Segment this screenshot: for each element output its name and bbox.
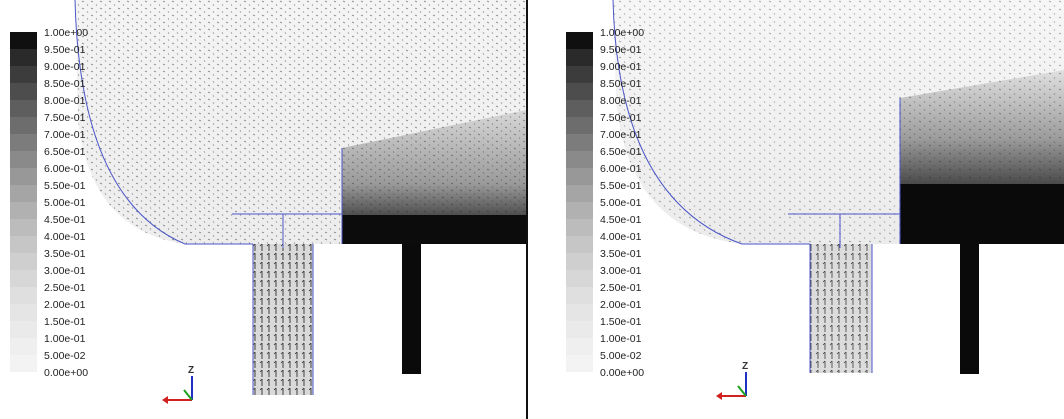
legend-label: 6.00e-01 <box>44 163 86 175</box>
legend-label: 5.00e-02 <box>44 350 86 362</box>
legend-label: 5.50e-01 <box>44 180 86 192</box>
legend-label: 7.00e-01 <box>600 129 642 141</box>
legend-label: 3.50e-01 <box>600 248 642 260</box>
legend-label: 1.00e-01 <box>600 333 642 345</box>
legend-label: 1.00e+00 <box>600 27 644 39</box>
legend-label: 5.00e-02 <box>600 350 642 362</box>
legend-label: 2.50e-01 <box>44 282 86 294</box>
legend-label: 4.00e-01 <box>44 231 86 243</box>
axis-triad-left: Z <box>162 365 194 404</box>
legend-label: 8.50e-01 <box>600 78 642 90</box>
legend-label: 9.00e-01 <box>44 61 86 73</box>
legend-label: 2.00e-01 <box>600 299 642 311</box>
panel-divider <box>526 0 528 419</box>
contour-panel-left: 1.00e+00 9.50e-01 9.00e-01 8.50e-01 8.00… <box>0 0 526 419</box>
contour-plot-left: 1.00e+00 9.50e-01 9.00e-01 8.50e-01 8.00… <box>10 0 526 404</box>
legend-label: 2.00e-01 <box>44 299 86 311</box>
colorbar-right <box>566 32 593 372</box>
contour-plot-right: 1.00e+00 9.50e-01 9.00e-01 8.50e-01 8.00… <box>566 0 1064 400</box>
legend-label: 3.00e-01 <box>600 265 642 277</box>
legend-label: 6.00e-01 <box>600 163 642 175</box>
legend-label: 9.00e-01 <box>600 61 642 73</box>
drain-pipe <box>402 244 421 374</box>
drain-pipe <box>960 244 979 374</box>
legend-label: 5.00e-01 <box>44 197 86 209</box>
colorbar-left <box>10 32 37 372</box>
legend-label: 3.00e-01 <box>44 265 86 277</box>
legend-label: 1.00e+00 <box>44 27 88 39</box>
colorbar-labels-left: 1.00e+00 9.50e-01 9.00e-01 8.50e-01 8.00… <box>44 27 88 379</box>
legend-label: 2.50e-01 <box>600 282 642 294</box>
contour-panel-right: 1.00e+00 9.50e-01 9.00e-01 8.50e-01 8.00… <box>528 0 1064 419</box>
legend-label: 9.50e-01 <box>600 44 642 56</box>
legend-label: 6.50e-01 <box>600 146 642 158</box>
legend-label: 8.00e-01 <box>600 95 642 107</box>
legend-label: 7.50e-01 <box>44 112 86 124</box>
legend-label: 4.50e-01 <box>600 214 642 226</box>
legend-label: 1.00e-01 <box>44 333 86 345</box>
legend-label: 5.50e-01 <box>600 180 642 192</box>
legend-label: 1.50e-01 <box>44 316 86 328</box>
colorbar-labels-right: 1.00e+00 9.50e-01 9.00e-01 8.50e-01 8.00… <box>600 27 644 379</box>
legend-label: 4.00e-01 <box>600 231 642 243</box>
axis-triad-right: Z <box>716 361 748 400</box>
legend-label: 1.50e-01 <box>600 316 642 328</box>
legend-label: 7.00e-01 <box>44 129 86 141</box>
legend-label: 6.50e-01 <box>44 146 86 158</box>
legend-label: 9.50e-01 <box>44 44 86 56</box>
legend-label: 4.50e-01 <box>44 214 86 226</box>
legend-label: 3.50e-01 <box>44 248 86 260</box>
legend-label: 0.00e+00 <box>600 367 644 379</box>
legend-label: 8.00e-01 <box>44 95 86 107</box>
axis-z-label: Z <box>742 361 748 372</box>
legend-label: 8.50e-01 <box>44 78 86 90</box>
legend-label: 0.00e+00 <box>44 367 88 379</box>
legend-label: 7.50e-01 <box>600 112 642 124</box>
axis-z-label: Z <box>188 365 194 376</box>
legend-label: 5.00e-01 <box>600 197 642 209</box>
